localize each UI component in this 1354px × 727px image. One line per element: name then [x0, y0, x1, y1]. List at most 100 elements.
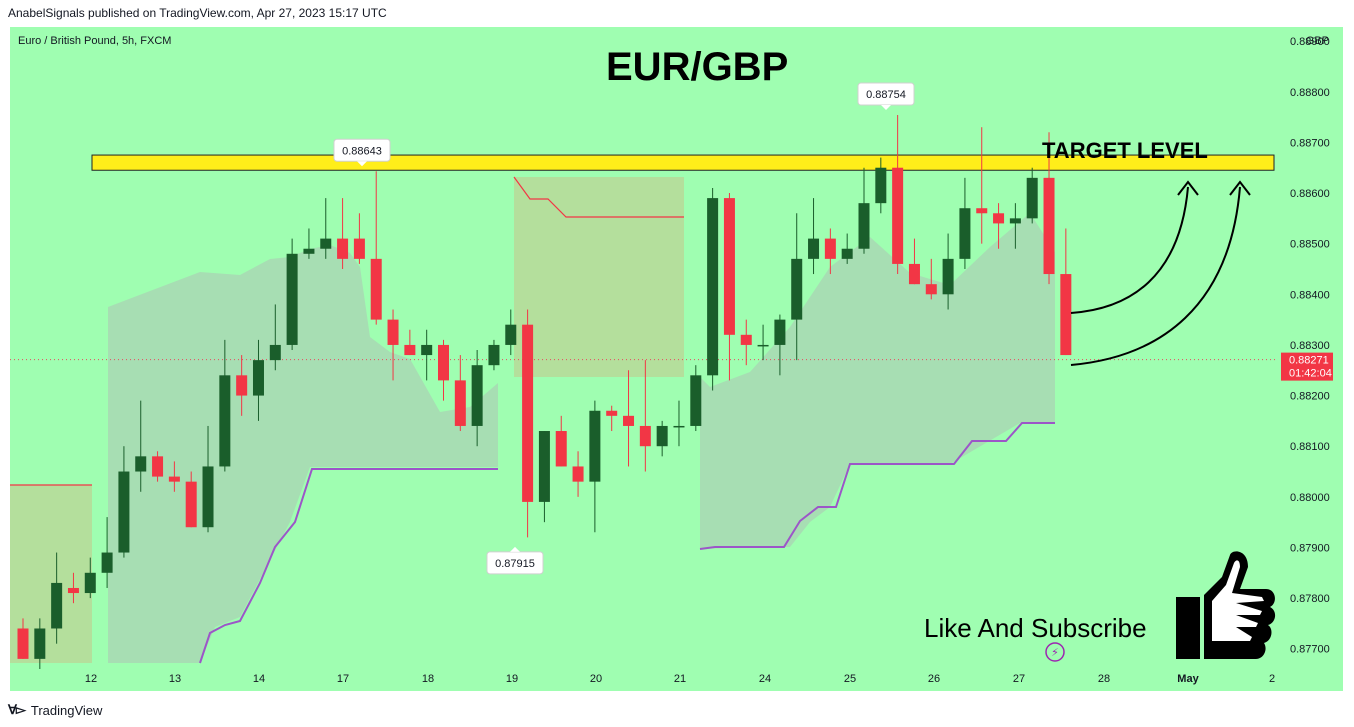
x-tick-label: May [1177, 673, 1199, 685]
x-tick-label: 12 [85, 673, 97, 685]
candlestick-chart[interactable]: 0.88643 0.88754 0.87915 0.88900 0.88800 0.887… [10, 27, 1343, 691]
y-tick-label: 0.88900 [1290, 36, 1330, 48]
price-callout: 0.88643 [333, 138, 391, 167]
x-tick-label: 17 [337, 673, 349, 685]
candle-body [959, 208, 971, 259]
candle [522, 309, 534, 538]
candle-body [101, 552, 113, 573]
current-price-value: 0.88271 [1289, 355, 1329, 367]
currency-label: GBP [1305, 35, 1329, 47]
candle [589, 400, 601, 533]
candle [135, 400, 147, 492]
price-callout: 0.88754 [857, 82, 915, 111]
candle [993, 203, 1005, 249]
thumbs-up-icon [1176, 551, 1276, 659]
candle [219, 339, 231, 472]
candle-body [202, 466, 214, 528]
candle-body [84, 572, 96, 594]
candle-body [522, 324, 534, 502]
chart-area[interactable]: 0.88643 0.88754 0.87915 0.88900 0.88800 0.887… [10, 27, 1343, 691]
candle [892, 115, 904, 275]
candle [387, 309, 399, 381]
candle-body [639, 425, 651, 447]
candle [505, 309, 517, 356]
candle-body [370, 258, 382, 320]
brand-label: TradingView [30, 702, 103, 718]
candle [202, 425, 214, 533]
candle-body [589, 410, 601, 482]
candle [51, 552, 63, 644]
trail-line-1 [199, 468, 498, 664]
candle-body [538, 431, 550, 502]
candle [67, 572, 79, 604]
candle [168, 461, 180, 492]
candle [269, 304, 281, 371]
candle [723, 193, 735, 381]
y-tick-label: 0.88000 [1290, 492, 1330, 504]
symbol-info: Euro / British Pound, 5h, FXCM [18, 35, 172, 47]
candle [236, 355, 248, 416]
countdown-value: 01:42:04 [1289, 368, 1332, 380]
arrow-head-2 [1229, 180, 1251, 196]
candle-body [353, 238, 365, 259]
tradingview-brand[interactable]: ∀▻ TradingView [8, 702, 102, 718]
y-tick-label: 0.87700 [1290, 644, 1330, 656]
candle-body [320, 238, 332, 249]
supply-zone-mid [514, 177, 684, 377]
y-tick-label: 0.88100 [1290, 441, 1330, 453]
candle-body [555, 431, 567, 467]
candle [824, 228, 836, 275]
candle [757, 324, 769, 361]
candle-body [438, 344, 449, 381]
candle [1009, 203, 1021, 249]
x-tick-label: 25 [844, 673, 856, 685]
candle [101, 517, 113, 588]
candle-body [152, 456, 164, 477]
candle-body [387, 319, 399, 345]
cloud-region-2 [700, 213, 1055, 549]
candle-body [505, 324, 517, 345]
candle [303, 228, 315, 259]
candle-body [252, 360, 264, 396]
candle-body [673, 425, 685, 428]
candle [572, 451, 584, 497]
candle-body [118, 471, 130, 553]
supply-zone-mid-top [513, 176, 684, 218]
candle [673, 400, 685, 447]
candle-body [269, 344, 281, 361]
candle-body [791, 258, 803, 320]
callout-pointer [357, 161, 367, 167]
candle [404, 329, 416, 356]
like-subscribe-text: Like And Subscribe [924, 613, 1147, 643]
candle-body [421, 344, 433, 356]
x-tick-label: 24 [759, 673, 771, 685]
target-arrows [1070, 180, 1251, 366]
candle [959, 177, 971, 269]
y-tick-label: 0.88800 [1290, 87, 1330, 99]
candle-body [488, 344, 500, 366]
trail-line-2 [699, 422, 1055, 550]
candle-body [993, 213, 1005, 224]
candle [337, 198, 349, 269]
candle [656, 420, 668, 457]
arrow-head-1 [1177, 180, 1199, 196]
candle [353, 213, 365, 264]
target-level-label: TARGET LEVEL [1042, 138, 1208, 163]
y-tick-label: 0.87800 [1290, 593, 1330, 605]
candle-body [606, 410, 618, 416]
candle-body [1026, 177, 1038, 219]
candle [421, 329, 433, 381]
candle-body [185, 481, 197, 528]
callout-label: 0.88754 [866, 89, 906, 101]
x-tick-label: 2 [1269, 673, 1275, 685]
candle-body [841, 248, 853, 259]
candle [252, 339, 264, 421]
candle-body [1060, 274, 1072, 356]
y-tick-label: 0.88500 [1290, 239, 1330, 251]
thumb-cuff [1176, 597, 1200, 659]
candle-body [236, 375, 248, 396]
candle-body [908, 263, 920, 285]
candle-body [892, 167, 904, 264]
y-tick-label: 0.88400 [1290, 289, 1330, 301]
candle [118, 446, 130, 558]
